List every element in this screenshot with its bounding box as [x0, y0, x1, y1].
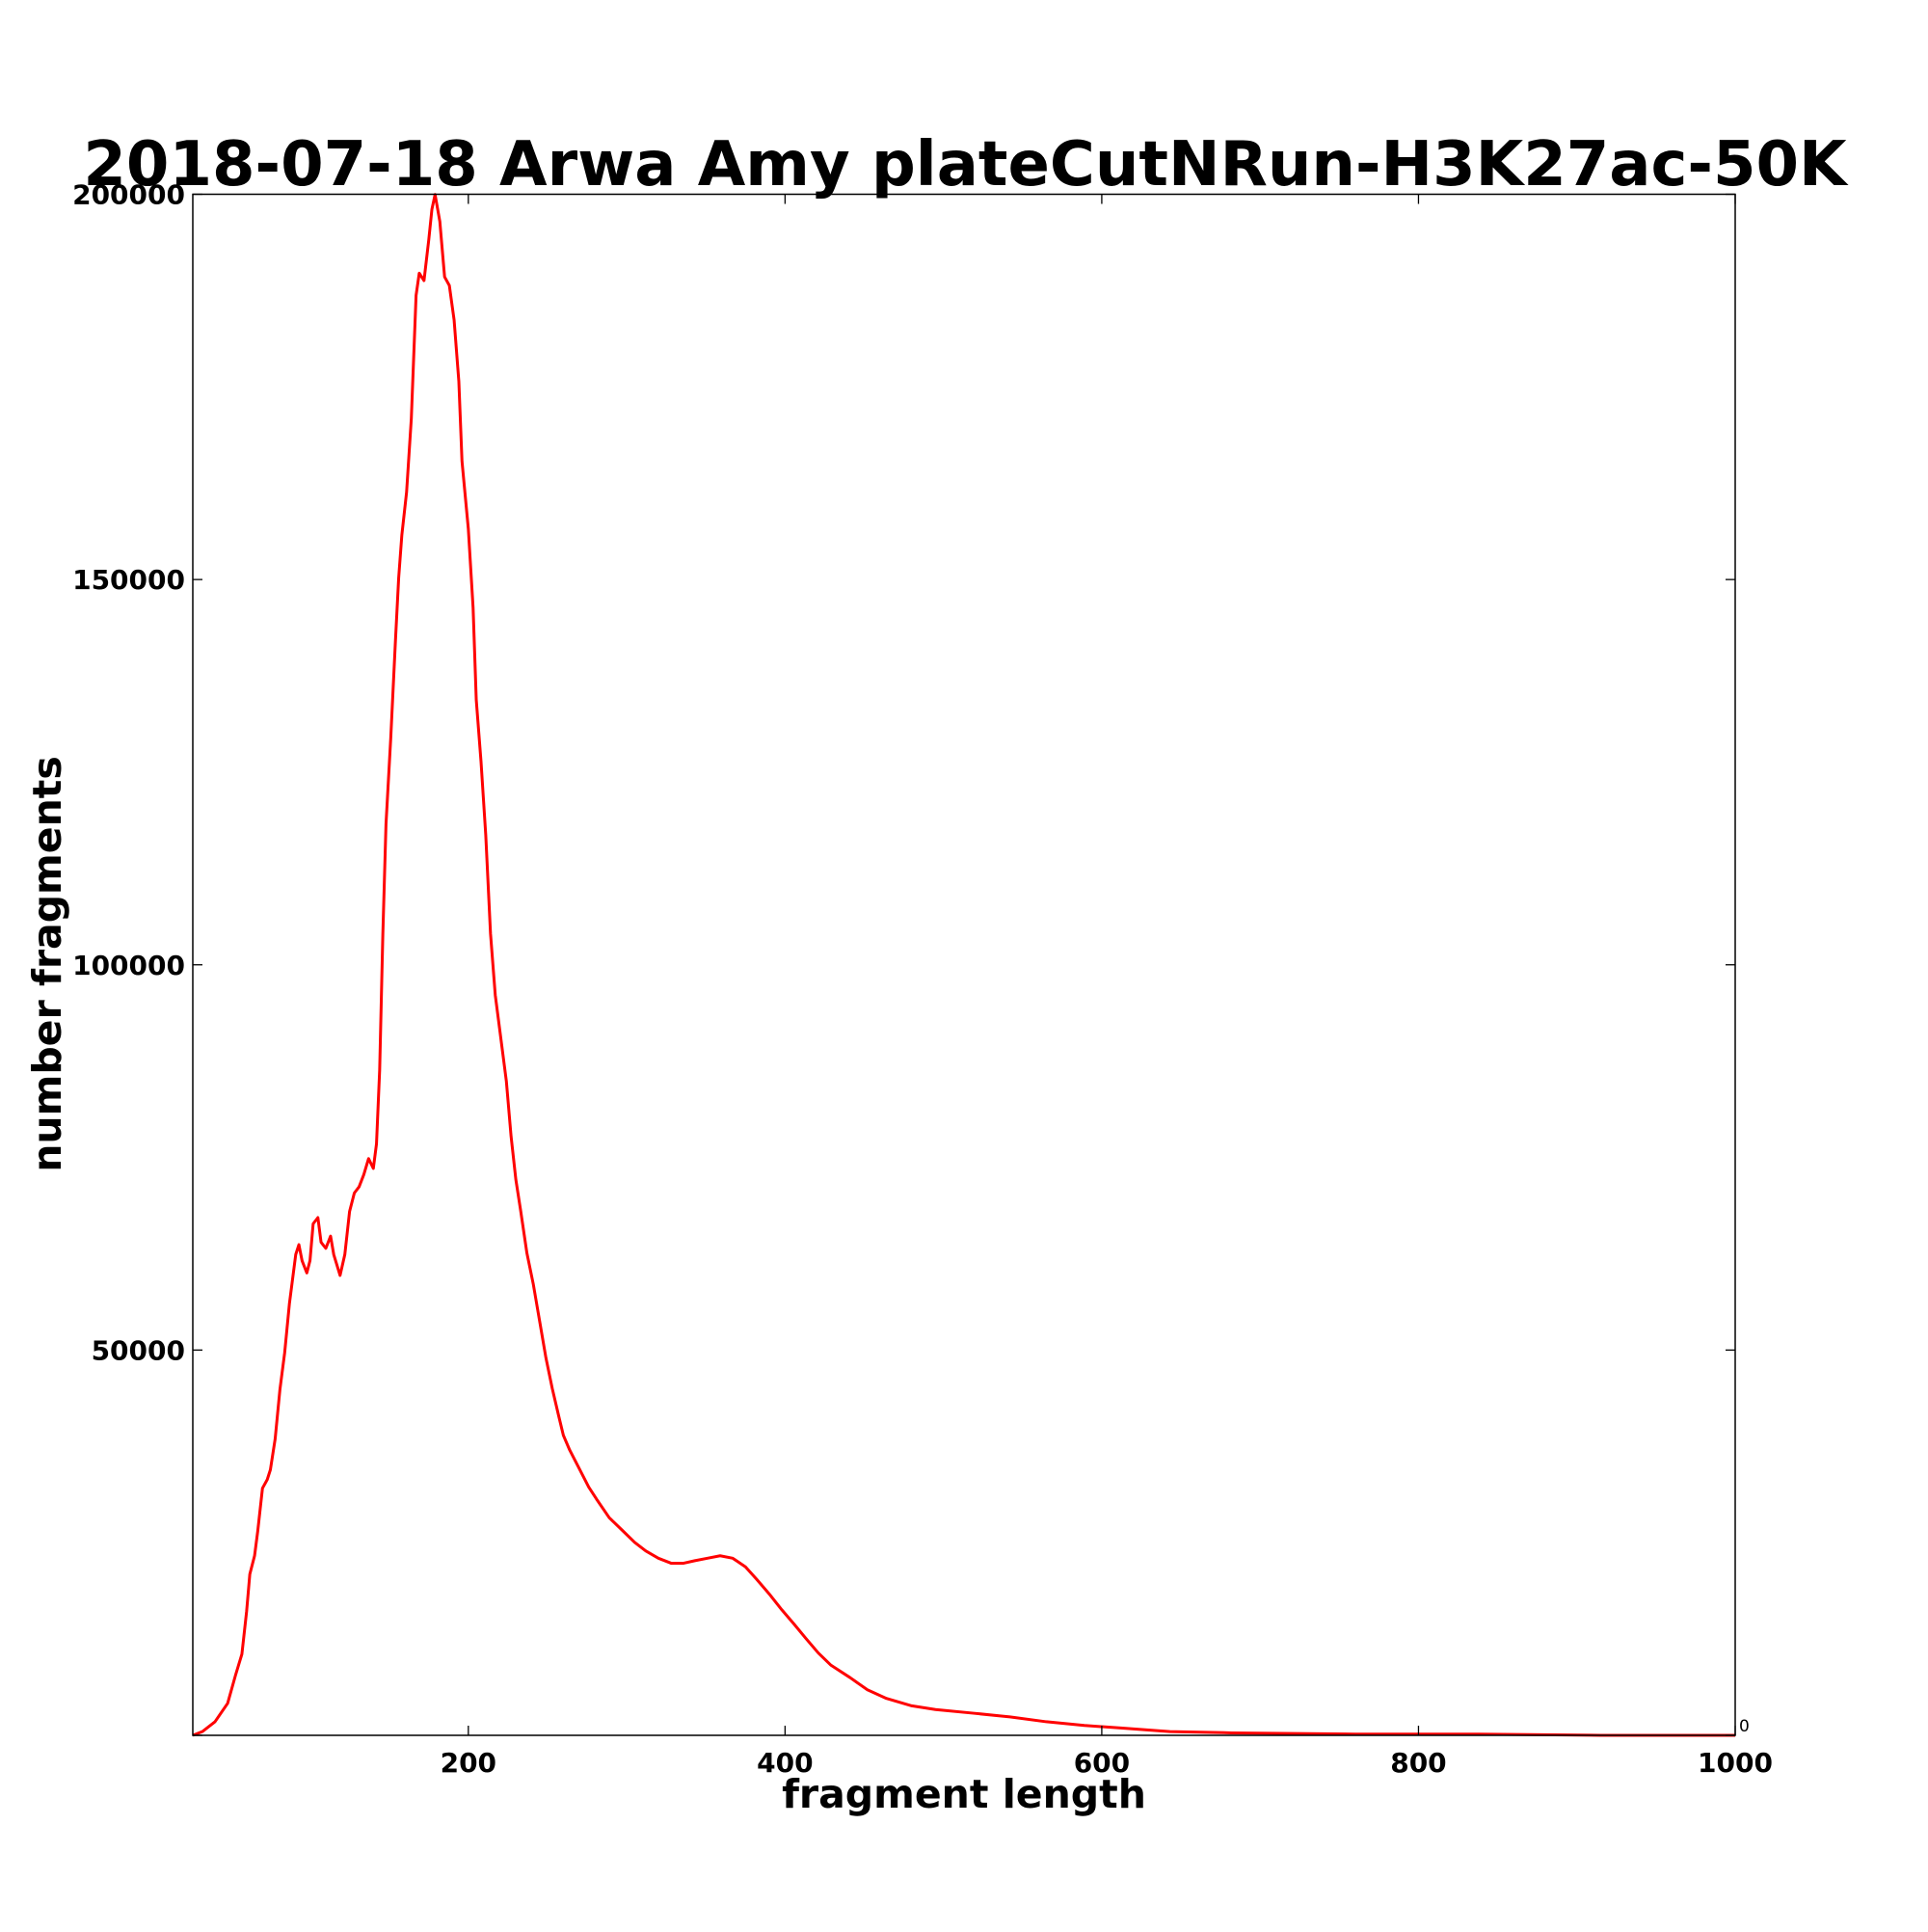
- y-tick-label: 0: [1739, 1717, 1750, 1736]
- chart-title: 2018-07-18 Arwa Amy plateCutNRun-H3K27ac…: [83, 129, 1849, 201]
- x-tick-label: 600: [1074, 1747, 1130, 1779]
- x-tick-label: 1000: [1698, 1747, 1773, 1779]
- x-tick-label: 400: [757, 1747, 813, 1779]
- x-tick-label: 200: [441, 1747, 496, 1779]
- y-tick-label: 200000: [72, 179, 185, 211]
- y-tick-label: 50000: [92, 1334, 185, 1366]
- x-tick-label: 800: [1390, 1747, 1446, 1779]
- data-line: [192, 193, 1735, 1737]
- y-tick-label: 150000: [72, 564, 185, 596]
- x-axis-label: fragment length: [782, 1771, 1146, 1817]
- y-axis-label: number fragments: [24, 756, 70, 1172]
- plot-frame: [192, 193, 1736, 1736]
- y-tick-label: 100000: [72, 950, 185, 981]
